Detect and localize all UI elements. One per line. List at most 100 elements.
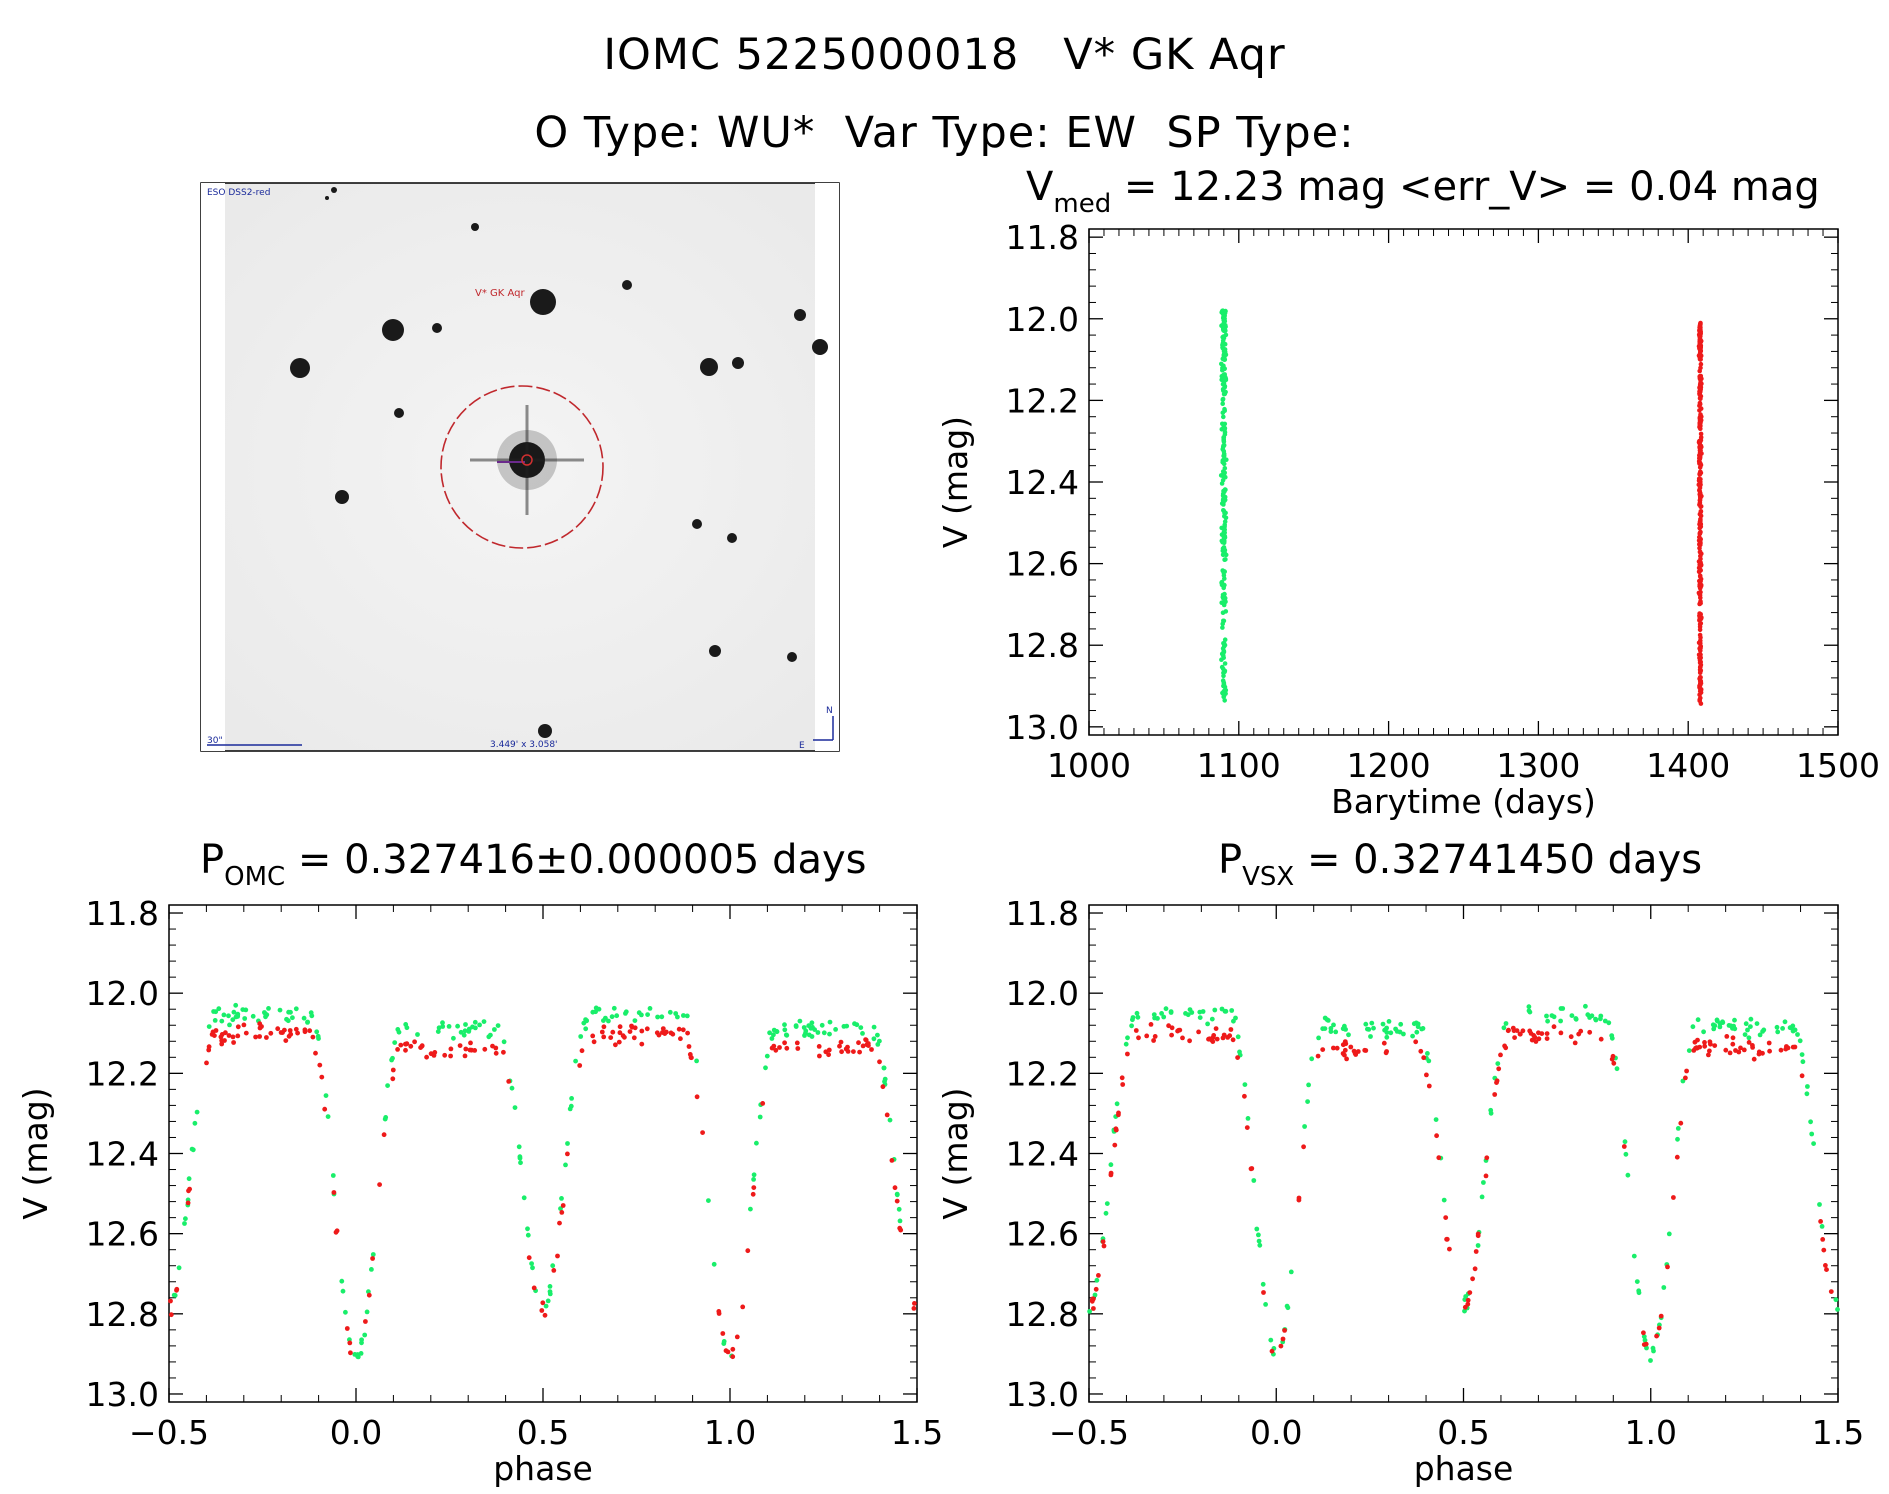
point-red: [1506, 1027, 1511, 1033]
point-red: [1724, 1034, 1730, 1039]
point-green: [1222, 408, 1227, 414]
point-green: [189, 1146, 195, 1152]
point-green: [1163, 1006, 1169, 1012]
point-red: [777, 1045, 782, 1050]
point-red: [1698, 320, 1703, 326]
point-red: [1698, 357, 1703, 362]
point-red: [1697, 444, 1702, 450]
point-green: [1425, 1051, 1430, 1056]
point-green: [871, 1036, 877, 1042]
point-red: [1532, 1034, 1538, 1040]
point-green: [806, 1023, 812, 1029]
point-red: [1187, 1038, 1192, 1044]
point-green: [1780, 1026, 1785, 1031]
point-green: [1159, 1011, 1164, 1016]
point-red: [686, 1044, 692, 1049]
point-red: [1144, 1033, 1150, 1039]
point-green: [1220, 625, 1225, 630]
point-red: [1697, 341, 1703, 346]
x-tick-label: 1500: [1796, 746, 1880, 785]
point-red: [685, 1030, 690, 1036]
point-green: [614, 1013, 620, 1019]
point-red: [1671, 1195, 1676, 1200]
point-green: [183, 1216, 188, 1222]
point-green: [1328, 1029, 1334, 1034]
point-red: [1214, 1036, 1220, 1042]
point-green: [1220, 610, 1226, 615]
point-green: [1094, 1277, 1100, 1283]
point-red: [1698, 431, 1704, 437]
point-green: [1636, 1288, 1642, 1294]
point-red: [1424, 1072, 1429, 1078]
point-green: [675, 1014, 680, 1020]
point-green: [812, 1027, 817, 1032]
point-green: [1256, 1232, 1261, 1238]
point-red: [174, 1286, 180, 1292]
point-green: [1233, 1015, 1238, 1021]
star-1: [382, 319, 404, 341]
point-red: [839, 1049, 844, 1055]
point-green: [1220, 666, 1226, 672]
point-green: [264, 1012, 270, 1018]
point-green: [1479, 1194, 1485, 1200]
point-green: [565, 1141, 570, 1146]
point-red: [1697, 456, 1703, 462]
point-green: [1268, 1337, 1274, 1343]
star-9: [394, 408, 404, 418]
point-green: [797, 1018, 803, 1024]
point-red: [1248, 1166, 1254, 1172]
point-green: [486, 1034, 492, 1040]
point-red: [1418, 1048, 1424, 1054]
y-axis-label: V (mag): [936, 416, 975, 548]
point-green: [1817, 1202, 1822, 1207]
point-green: [558, 1206, 563, 1211]
point-green: [694, 1058, 699, 1064]
x-tick-label: 1300: [1496, 746, 1580, 785]
point-green: [1222, 595, 1228, 601]
point-red: [317, 1062, 323, 1068]
point-green: [1800, 1059, 1806, 1065]
point-red: [390, 1076, 396, 1082]
point-green: [325, 1114, 331, 1119]
point-green: [501, 1039, 507, 1045]
point-green: [1221, 573, 1227, 578]
point-red: [1473, 1249, 1479, 1254]
star-11: [727, 533, 737, 543]
point-green: [385, 1083, 390, 1088]
point-red: [845, 1044, 850, 1050]
point-red: [1213, 1026, 1219, 1031]
point-green: [1221, 373, 1227, 379]
point-red: [1348, 1044, 1354, 1050]
plot-title: Vmed = 12.23 mag <err_V> = 0.04 mag: [1026, 164, 1820, 219]
data-points: [1218, 308, 1704, 706]
point-red: [1551, 1024, 1557, 1030]
x-tick-label: −0.5: [1049, 1413, 1129, 1452]
point-green: [1795, 1032, 1800, 1037]
point-green: [1123, 1041, 1129, 1047]
point-red: [663, 1029, 669, 1035]
point-red: [283, 1038, 289, 1043]
point-green: [1221, 585, 1226, 591]
point-red: [723, 1348, 729, 1354]
plot-title-base: P: [200, 837, 224, 883]
point-red: [1712, 1043, 1718, 1048]
point-red: [1698, 513, 1704, 519]
x-tick-label: 1200: [1347, 746, 1431, 785]
point-green: [1411, 1021, 1417, 1027]
point-red: [1756, 1049, 1762, 1055]
point-red: [226, 1033, 232, 1038]
point-green: [593, 1009, 598, 1015]
plot-title-rest: = 12.23 mag <err_V> = 0.04 mag: [1111, 164, 1820, 210]
point-green: [1222, 698, 1227, 703]
point-green: [632, 1018, 638, 1023]
point-red: [490, 1043, 495, 1049]
point-red: [1683, 1075, 1688, 1081]
point-red: [1750, 1045, 1755, 1050]
star-0: [530, 289, 556, 315]
point-green: [435, 1029, 441, 1034]
point-red: [760, 1101, 766, 1106]
point-green: [1223, 308, 1228, 314]
point-red: [1697, 567, 1703, 572]
point-green: [1342, 1023, 1347, 1029]
point-red: [631, 1035, 637, 1041]
